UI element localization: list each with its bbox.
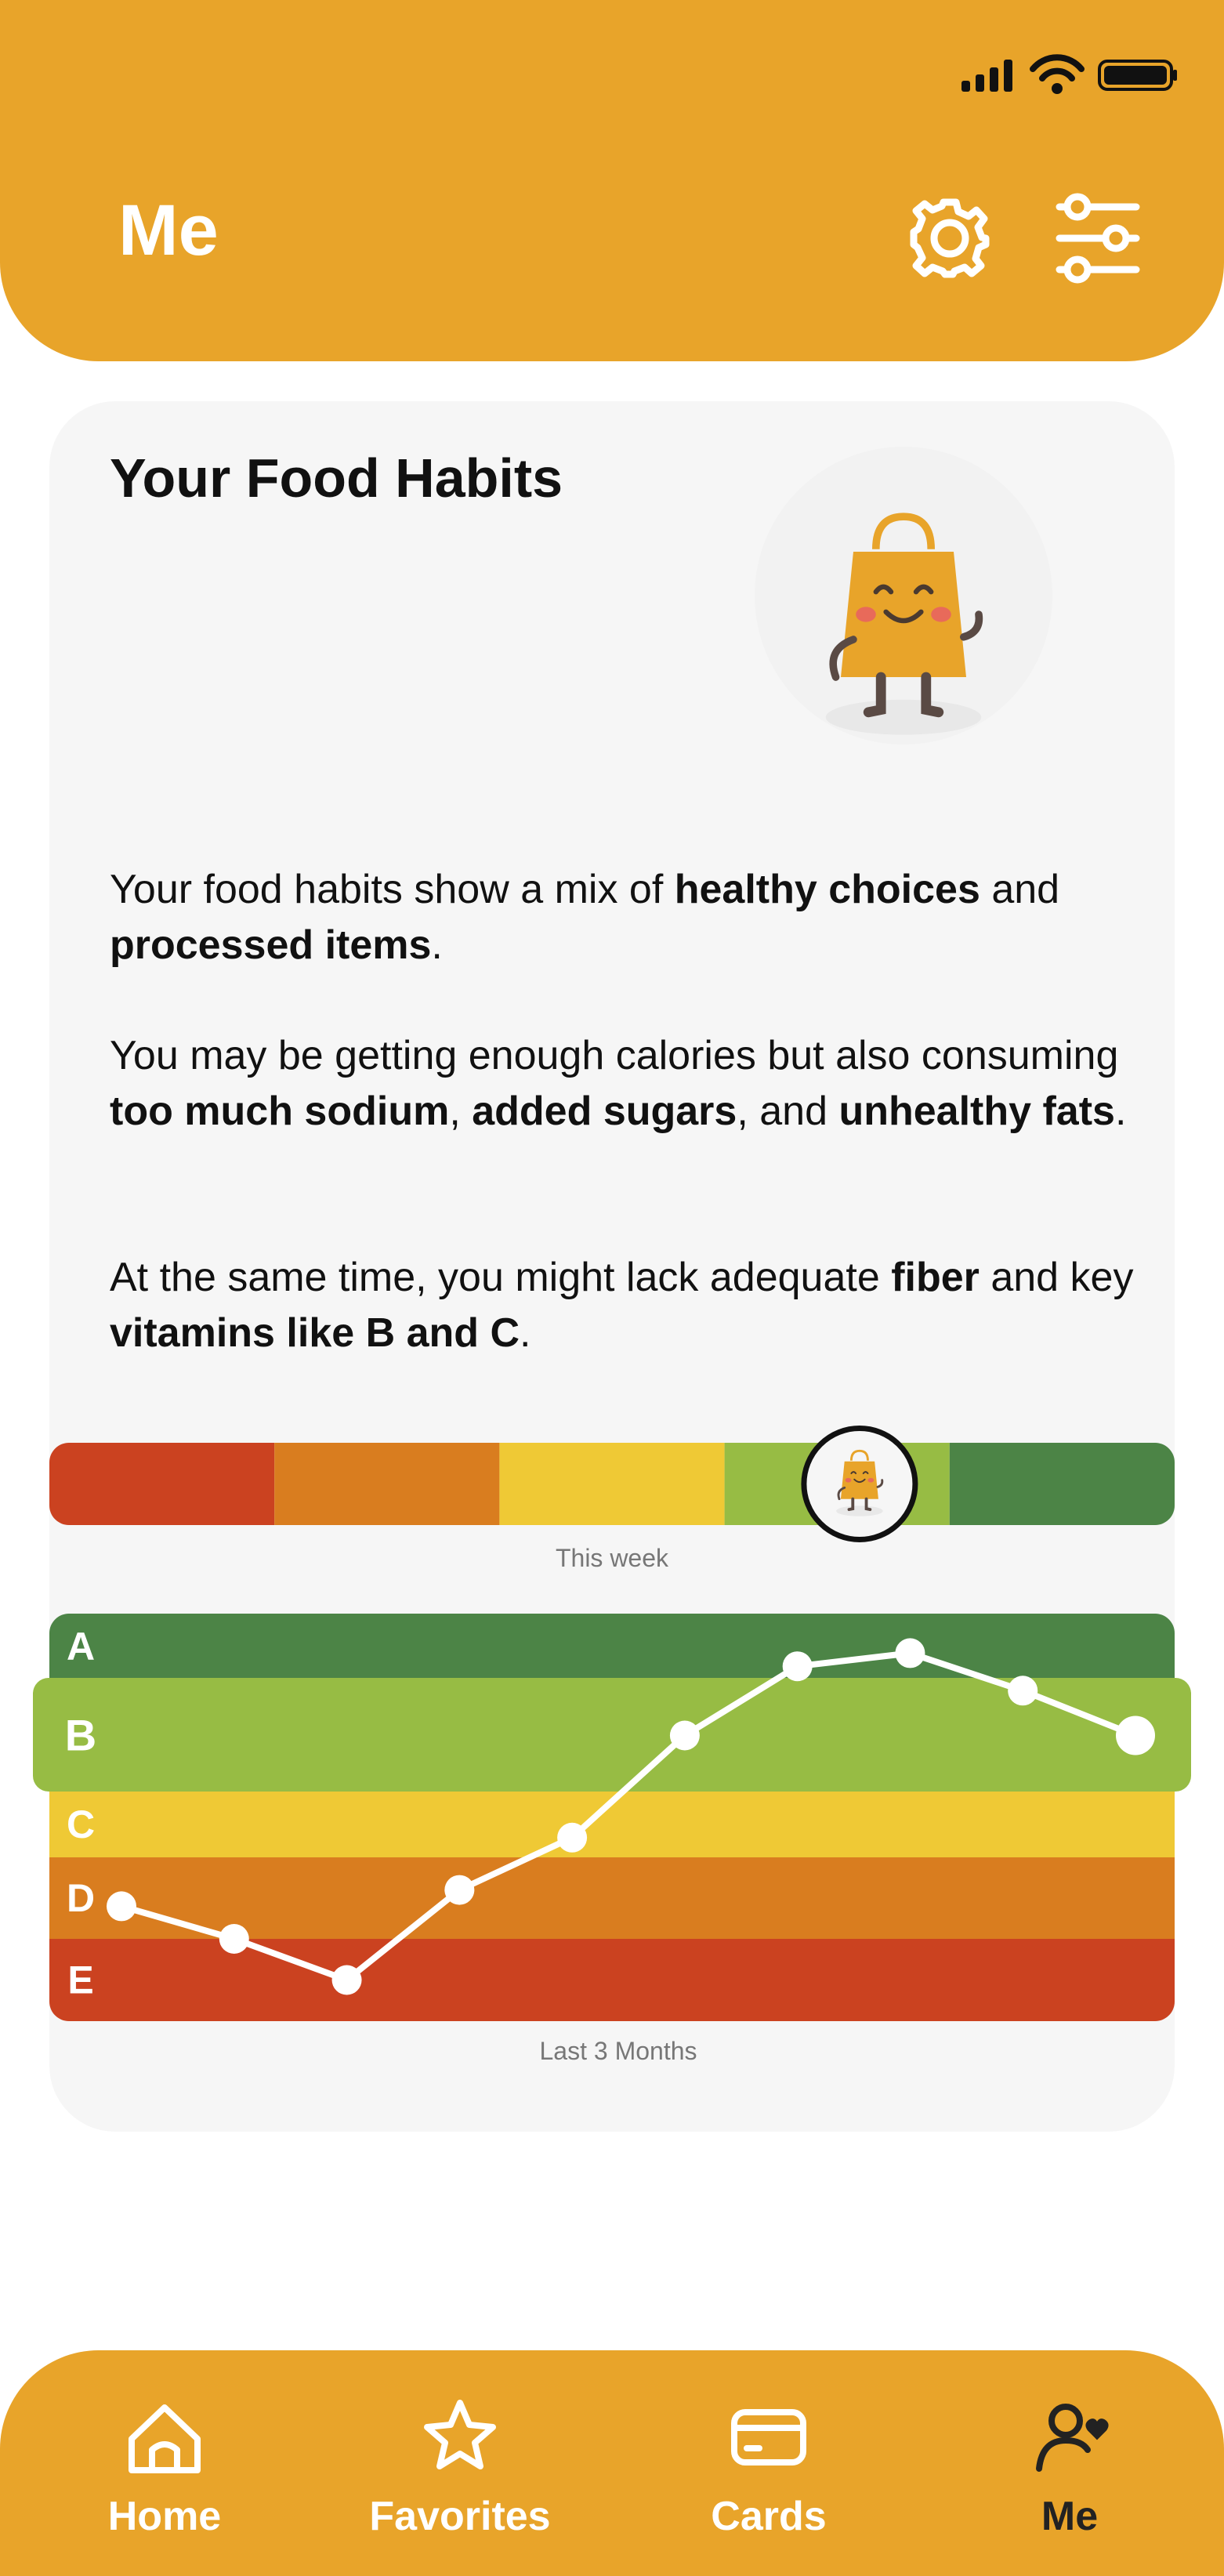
- paragraph: Your food habits show a mix of healthy c…: [110, 862, 1152, 973]
- text: Your food habits show a mix of: [110, 867, 675, 912]
- bold-text: vitamins like B and C: [110, 1310, 520, 1356]
- gauge-segment: [49, 1443, 275, 1525]
- text: At the same time, you might lack adequat…: [110, 1255, 892, 1300]
- trend-point: [444, 1875, 475, 1905]
- cards-icon[interactable]: [731, 2409, 806, 2465]
- trend-point: [895, 1638, 925, 1668]
- grade-band: [49, 1614, 1175, 1679]
- text: and: [980, 867, 1060, 912]
- trend-point: [331, 1965, 362, 1995]
- grade-label: A: [67, 1625, 95, 1668]
- bold-text: added sugars: [472, 1089, 737, 1134]
- page-title: Me: [118, 190, 219, 270]
- grade-label: C: [67, 1802, 95, 1846]
- paragraph: You may be getting enough calories but a…: [110, 1028, 1152, 1139]
- bands: [49, 1614, 1175, 2021]
- nav-label[interactable]: Me: [1041, 2494, 1099, 2539]
- filters-icon[interactable]: [1056, 193, 1140, 284]
- trend-point: [219, 1924, 249, 1954]
- trend-line: [120, 1650, 1137, 1984]
- settings-icon[interactable]: [910, 198, 990, 278]
- trend-point: [669, 1720, 700, 1751]
- gauge-segment: [949, 1443, 1175, 1525]
- me-icon[interactable]: [1036, 2404, 1109, 2472]
- text: .: [520, 1310, 531, 1356]
- text: You may be getting enough calories but a…: [110, 1033, 1119, 1078]
- grade-label: E: [67, 1958, 93, 2002]
- grade-label: B: [65, 1711, 96, 1760]
- card-title: Your Food Habits: [110, 447, 563, 509]
- bold-text: processed items: [110, 922, 432, 968]
- bold-text: fiber: [891, 1255, 980, 1300]
- favorites-icon[interactable]: [424, 2400, 496, 2469]
- grade-label: D: [67, 1876, 95, 1920]
- caption: This week: [555, 1544, 669, 1572]
- caption: Last 3 Months: [539, 2037, 697, 2065]
- paragraph: At the same time, you might lack adequat…: [110, 1250, 1152, 1361]
- status-icons: [961, 54, 1177, 94]
- nav-label[interactable]: Favorites: [369, 2494, 551, 2539]
- home-icon[interactable]: [129, 2404, 201, 2473]
- bold-text: too much sodium: [110, 1089, 450, 1134]
- gauge-marker: [801, 1426, 918, 1542]
- text: and key: [979, 1255, 1134, 1300]
- nav-label[interactable]: Cards: [711, 2494, 827, 2539]
- gauge-segments: [49, 1443, 1175, 1525]
- grade-band: [49, 1939, 1175, 2021]
- header-bg: [0, 0, 1224, 361]
- text: , and: [737, 1089, 839, 1134]
- bold-text: healthy choices: [674, 867, 980, 912]
- trend-point: [557, 1822, 588, 1853]
- gauge-segment: [274, 1443, 500, 1525]
- nav-bg: [0, 2350, 1224, 2576]
- grade-band: [49, 1857, 1175, 1939]
- trend-point: [782, 1651, 813, 1682]
- text: ,: [449, 1089, 473, 1134]
- grade-band-current: [33, 1678, 1191, 1792]
- text: .: [1114, 1089, 1127, 1134]
- trend-point: [107, 1891, 136, 1922]
- trend-point: [1008, 1676, 1038, 1706]
- trend-point: [1116, 1716, 1155, 1755]
- text: .: [431, 922, 443, 968]
- bold-text: unhealthy fats: [838, 1089, 1115, 1134]
- gauge-segment: [499, 1443, 725, 1525]
- nav-label[interactable]: Home: [107, 2494, 222, 2539]
